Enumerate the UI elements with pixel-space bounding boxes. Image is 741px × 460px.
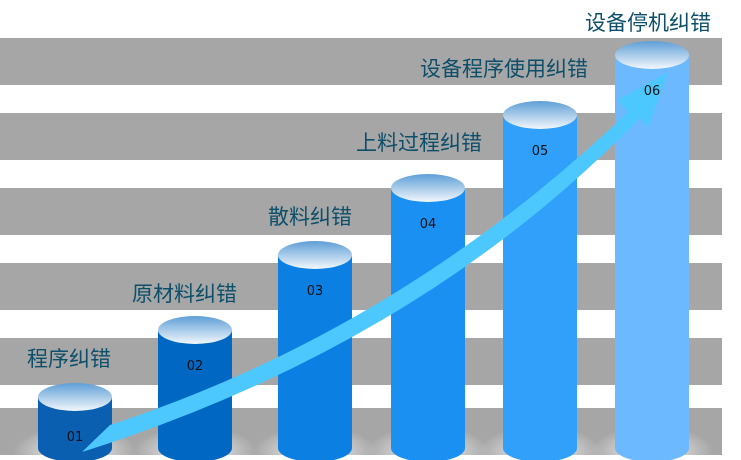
cylinder-top [38,383,112,411]
step-number: 01 [67,430,84,445]
cylinder-body [391,188,465,460]
stripe [0,188,722,235]
cylinder-body [503,115,577,460]
cylinder-top [158,316,232,344]
step-number: 05 [532,144,549,159]
step-number: 03 [307,284,324,299]
cylinder-body [278,255,352,460]
step-number: 04 [420,217,437,232]
cylinder-06 [590,41,714,460]
cylinder-top [503,101,577,129]
stripe [0,263,722,310]
cylinder-top [615,41,689,69]
stripe [0,38,722,85]
step-title: 散料纠错 [268,205,352,229]
step-title: 设备程序使用纠错 [420,57,588,81]
cylinder-top [278,241,352,269]
background-stripes [0,38,722,455]
step-title: 上料过程纠错 [356,131,482,155]
cylinder-top [391,174,465,202]
step-title: 原材料纠错 [132,282,237,306]
step-number: 06 [644,84,661,99]
cylinder-05 [478,101,602,460]
cylinder-04 [366,174,490,460]
step-title: 程序纠错 [27,347,111,371]
cylinder-body [615,55,689,460]
stripe [0,338,722,385]
cylinder-03 [253,241,377,460]
step-title: 设备停机纠错 [585,11,711,35]
step-number: 02 [187,359,204,374]
